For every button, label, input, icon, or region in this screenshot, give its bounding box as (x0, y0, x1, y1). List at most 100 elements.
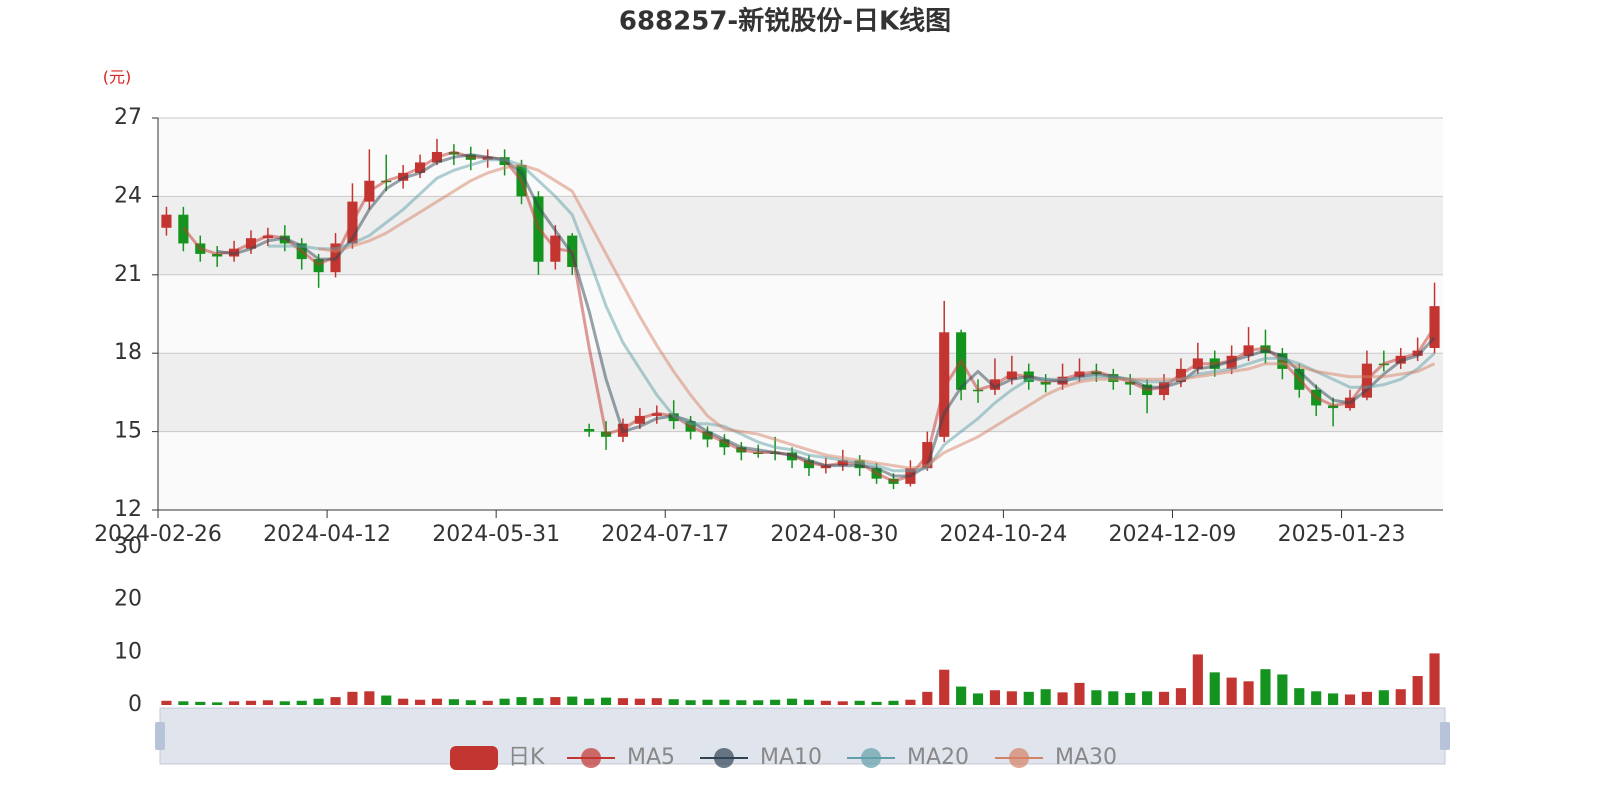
volume-tick-label: 0 (128, 692, 142, 717)
zoom-handle[interactable] (155, 722, 165, 750)
volume-bar (1260, 669, 1271, 705)
volume-bar (1412, 676, 1423, 705)
y-tick-label: 15 (114, 419, 142, 444)
volume-bar (1344, 694, 1356, 705)
candle-body (1429, 306, 1440, 348)
x-tick-label: 2024-04-12 (263, 522, 391, 547)
volume-bar (415, 699, 426, 705)
zoom-handle[interactable] (1440, 722, 1450, 750)
volume-bar (1108, 691, 1119, 705)
volume-bar (262, 700, 273, 705)
x-tick-label: 2024-10-24 (939, 522, 1067, 547)
volume-bar (296, 700, 307, 705)
volume-bar (1429, 653, 1440, 705)
volume-bar (313, 698, 324, 705)
volume-bar (837, 701, 848, 705)
grid-band (158, 274, 1443, 354)
volume-bar (1175, 688, 1186, 705)
legend-label: MA10 (760, 745, 822, 770)
volume-tick-label: 30 (114, 534, 142, 559)
volume-bar (803, 699, 815, 705)
volume-bar (516, 697, 527, 705)
volume-tick-label: 10 (114, 639, 142, 664)
volume-bar (1142, 691, 1153, 705)
x-tick-label: 2024-12-09 (1109, 522, 1237, 547)
zoom-slider[interactable] (159, 707, 1446, 765)
x-tick-label: 2024-02-26 (94, 522, 222, 547)
legend-marker (581, 748, 601, 768)
volume-bar (871, 701, 882, 705)
x-tick-label: 2024-07-17 (601, 522, 729, 547)
volume-bar (550, 697, 561, 705)
volume-bar (381, 695, 392, 705)
volume-bar (1040, 689, 1051, 705)
volume-bar (1328, 693, 1339, 705)
volume-bar (1158, 691, 1170, 705)
volume-bar (600, 697, 612, 705)
legend-marker (714, 748, 734, 768)
volume-bar (685, 700, 696, 705)
volume-bar (1125, 692, 1136, 705)
volume-bar (820, 700, 831, 705)
volume-bar (1226, 677, 1237, 705)
volume-bar (1023, 691, 1034, 705)
volume-bar (1006, 691, 1017, 705)
y-tick-label: 12 (114, 497, 142, 522)
volume-bar (1294, 688, 1305, 705)
volume-bar (634, 698, 645, 705)
grid-band (158, 196, 1443, 275)
volume-bar (651, 698, 662, 705)
volume-bar (939, 669, 950, 705)
volume-bar (431, 698, 443, 705)
volume-bar (617, 698, 629, 705)
volume-bar (1057, 692, 1068, 705)
volume-bar (229, 701, 240, 705)
legend-icon (450, 746, 498, 770)
volume-bar (499, 698, 510, 705)
volume-bar (567, 696, 578, 705)
volume-bar (245, 700, 257, 705)
volume-bar (161, 700, 172, 705)
volume-bar (972, 693, 984, 705)
volume-bar (1243, 681, 1254, 705)
volume-bar (989, 690, 1001, 705)
volume-bar (702, 699, 713, 705)
legend-label: MA5 (627, 745, 675, 770)
volume-bar (922, 691, 933, 705)
volume-bar (212, 702, 223, 705)
volume-bar (584, 698, 595, 705)
volume-bar (1277, 674, 1288, 705)
grid-band (158, 118, 1443, 197)
volume-bar (178, 701, 189, 705)
y-tick-label: 24 (114, 183, 142, 208)
volume-tick-label: 20 (114, 587, 142, 612)
grid-band (158, 431, 1443, 510)
volume-bar (854, 700, 865, 705)
y-tick-label: 27 (114, 105, 142, 130)
ma-line (216, 153, 1436, 478)
ma-line (267, 158, 1436, 473)
legend-marker (861, 748, 881, 768)
candle-body (584, 428, 595, 432)
x-tick-label: 2024-08-30 (770, 522, 898, 547)
legend-label: 日K (508, 745, 545, 770)
x-tick-label: 2025-01-23 (1278, 522, 1406, 547)
volume-bar (719, 699, 730, 705)
volume-bar (956, 686, 967, 705)
y-unit-label: (元) (103, 68, 132, 87)
volume-bar (736, 700, 747, 705)
legend-label: MA20 (907, 745, 969, 770)
volume-bar (398, 698, 409, 705)
y-tick-label: 21 (114, 262, 142, 287)
volume-bar (1361, 691, 1372, 705)
volume-bar (1311, 691, 1322, 705)
volume-bar (364, 691, 375, 705)
volume-bar (786, 698, 798, 705)
volume-bar (448, 699, 459, 705)
volume-bar (533, 698, 544, 705)
volume-bar (482, 700, 493, 705)
volume-bar (753, 700, 764, 705)
volume-bar (279, 701, 290, 705)
volume-bar (770, 699, 781, 705)
